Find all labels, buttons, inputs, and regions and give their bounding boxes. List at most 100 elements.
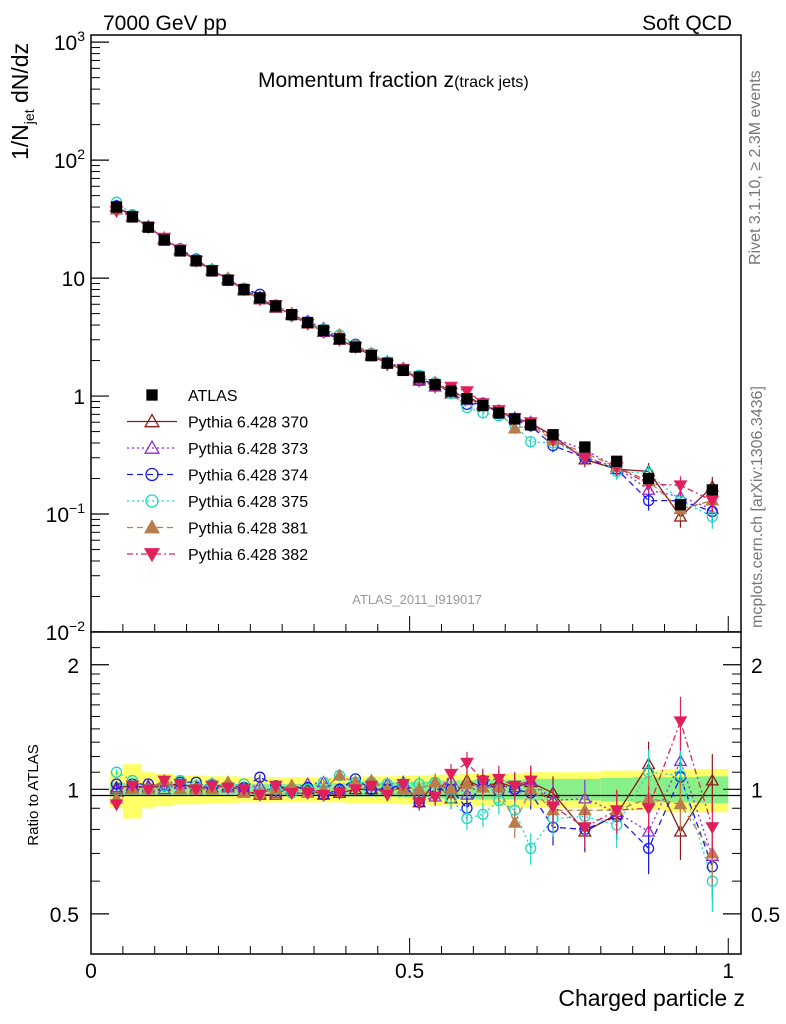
atlas-data-point (333, 333, 346, 345)
ratio-data-point (461, 812, 473, 825)
main-data-point (525, 436, 537, 448)
legend-label: Pythia 6.428 375 (188, 494, 308, 511)
ratio-panel-marks (109, 696, 720, 913)
x-tick-label: 0 (85, 960, 97, 983)
main-data-point (705, 495, 720, 508)
atlas-data-point (206, 265, 218, 277)
main-data-point (642, 494, 655, 507)
ratio-data-point (412, 797, 427, 810)
ratio-data-point (253, 789, 267, 802)
atlas-data-point (477, 399, 489, 412)
ratio-data-point (546, 801, 560, 814)
ratio-data-point (348, 784, 363, 797)
main-y-tick-label-base: 10 (46, 504, 69, 527)
ratio-data-point (507, 780, 522, 793)
atlas-data-point (611, 455, 623, 467)
ratio-data-point (642, 842, 655, 855)
legend-marker (143, 413, 161, 428)
main-y-tick-label-exponent: 2 (77, 146, 85, 162)
atlas-data-point (110, 201, 123, 213)
atlas-data-point (579, 441, 591, 453)
ratio-data-point (332, 788, 347, 801)
legend-label: Pythia 6.428 374 (188, 468, 308, 485)
atlas-data-point (158, 234, 170, 246)
x-axis-label: Charged particle z (558, 985, 745, 1011)
plot-title-variable: z (444, 69, 455, 92)
ratio-series-line (116, 774, 713, 854)
main-y-tick-label-base: 1 (73, 386, 85, 409)
main-y-tick-label-exponent: −1 (69, 500, 85, 516)
ratio-data-point (125, 780, 140, 793)
ratio-data-point (205, 780, 219, 793)
collision-label: 7000 GeV pp (103, 12, 227, 35)
ratio-y-tick-label: 0.5 (50, 904, 79, 927)
main-panel-marks (109, 196, 720, 529)
x-axis: 0 0.5 1 (85, 938, 734, 983)
ratio-data-point (444, 768, 458, 781)
atlas-data-point (142, 221, 155, 233)
atlas-data-point (381, 357, 393, 369)
ratio-data-point (525, 842, 537, 855)
main-data-point (507, 421, 522, 434)
ratio-data-point (476, 775, 490, 788)
x-tick-label: 1 (722, 960, 734, 983)
atlas-data-point (317, 324, 330, 337)
atlas-data-point (238, 283, 250, 296)
ratio-y-axis-label: Ratio to ATLAS (25, 744, 42, 845)
ratio-data-point (523, 775, 538, 788)
atlas-data-point (493, 407, 505, 419)
main-y-tick-label: 1 (73, 386, 85, 409)
atlas-data-point (461, 393, 473, 405)
atlas-data-point (222, 274, 234, 286)
atlas-data-point (286, 308, 298, 321)
legend-marker (145, 467, 159, 482)
main-data-point (673, 509, 688, 522)
ratio-panel: 0.5 0.51 12 2 0 0.5 1 Ratio to ATLAS Charged … (25, 631, 780, 1011)
atlas-data-point (349, 341, 362, 353)
legend: ATLAS Pythia 6.428 370 Pythia 6.428 373 Pyt… (127, 388, 308, 564)
ratio-data-point (673, 824, 688, 837)
ratio-data-point (254, 771, 266, 783)
ratio-data-point (284, 788, 299, 801)
ratio-data-point (477, 808, 489, 821)
ratio-data-point (332, 768, 347, 781)
ratio-data-point (428, 775, 442, 788)
main-data-point (673, 480, 688, 493)
ratio-data-point (491, 773, 506, 786)
main-y-tick-label-exponent: −2 (69, 618, 85, 634)
atlas-data-point (413, 371, 425, 383)
legend-marker (143, 439, 161, 454)
main-y-tick-label: 10−1 (46, 500, 86, 527)
main-y-axis-label: 1/Njet dN/dz (7, 43, 37, 160)
legend-label: Pythia 6.428 381 (188, 521, 308, 538)
ratio-y-tick-label-right: 0.5 (751, 904, 780, 927)
atlas-data-point (190, 255, 202, 267)
atlas-data-point (302, 316, 314, 329)
ratio-data-point (173, 779, 188, 792)
ratio-data-point (412, 782, 427, 795)
legend-label: ATLAS (188, 388, 238, 405)
main-y-tick-label-base: 10 (54, 32, 77, 55)
atlas-data-point (365, 350, 378, 362)
main-data-point (460, 386, 474, 399)
atlas-data-point (642, 472, 655, 485)
main-data-point (578, 452, 592, 465)
legend-label: Pythia 6.428 373 (188, 441, 308, 458)
ratio-data-point (705, 822, 720, 835)
ratio-y-tick-label: 2 (67, 655, 79, 678)
ratio-data-point (673, 716, 688, 729)
legend-marker (146, 389, 158, 401)
legend-label: Pythia 6.428 382 (188, 547, 308, 564)
main-y-tick-label-base: 10 (46, 622, 69, 645)
ratio-data-point (110, 766, 123, 778)
ratio-panel-frame (90, 631, 742, 955)
atlas-data-point (126, 211, 139, 223)
ratio-data-point (444, 782, 458, 795)
atlas-data-point (706, 484, 718, 496)
atlas-data-point (445, 385, 457, 397)
ratio-data-point (110, 778, 123, 790)
atlas-data-point (254, 292, 266, 304)
ratio-data-point (507, 815, 522, 828)
